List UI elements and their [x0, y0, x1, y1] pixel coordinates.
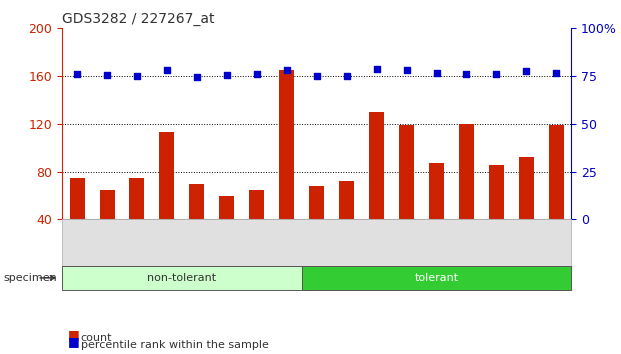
Bar: [219, 195, 234, 267]
Point: [342, 73, 351, 79]
Bar: [481, 28, 512, 219]
Bar: [429, 163, 444, 267]
Bar: [189, 184, 204, 267]
Point: [282, 67, 292, 73]
Text: ■: ■: [68, 335, 80, 348]
Bar: [152, 28, 182, 219]
Bar: [130, 178, 145, 267]
Bar: [519, 157, 534, 267]
Bar: [62, 28, 92, 219]
Bar: [242, 28, 272, 219]
Bar: [70, 178, 84, 267]
Point: [162, 67, 172, 73]
Point: [252, 71, 262, 76]
Text: non-tolerant: non-tolerant: [147, 273, 217, 283]
Bar: [361, 28, 392, 219]
Text: specimen: specimen: [3, 273, 57, 283]
Bar: [332, 28, 361, 219]
Point: [461, 71, 471, 76]
Point: [371, 66, 381, 72]
Bar: [122, 28, 152, 219]
Point: [102, 72, 112, 78]
Point: [432, 70, 442, 75]
Point: [312, 73, 322, 79]
Text: GDS3282 / 227267_at: GDS3282 / 227267_at: [62, 12, 215, 26]
Point: [72, 71, 82, 76]
Bar: [92, 28, 122, 219]
Bar: [160, 132, 175, 267]
Text: ■: ■: [68, 328, 80, 341]
Point: [402, 67, 412, 73]
Point: [222, 72, 232, 78]
Text: percentile rank within the sample: percentile rank within the sample: [81, 340, 269, 350]
Bar: [392, 28, 422, 219]
Bar: [279, 70, 294, 267]
Point: [132, 73, 142, 79]
Bar: [272, 28, 302, 219]
Bar: [399, 125, 414, 267]
Bar: [302, 28, 332, 219]
Bar: [339, 181, 354, 267]
Text: count: count: [81, 333, 112, 343]
Point: [522, 69, 532, 74]
Bar: [542, 28, 571, 219]
Bar: [489, 165, 504, 267]
Bar: [422, 28, 451, 219]
Point: [551, 70, 561, 75]
Point: [491, 71, 501, 76]
Bar: [249, 190, 265, 267]
Bar: [369, 112, 384, 267]
Point: [192, 74, 202, 80]
Bar: [459, 124, 474, 267]
Bar: [549, 125, 564, 267]
Text: tolerant: tolerant: [414, 273, 458, 283]
Bar: [512, 28, 542, 219]
Bar: [99, 190, 114, 267]
Bar: [309, 186, 324, 267]
Bar: [451, 28, 481, 219]
Bar: [212, 28, 242, 219]
Bar: [182, 28, 212, 219]
